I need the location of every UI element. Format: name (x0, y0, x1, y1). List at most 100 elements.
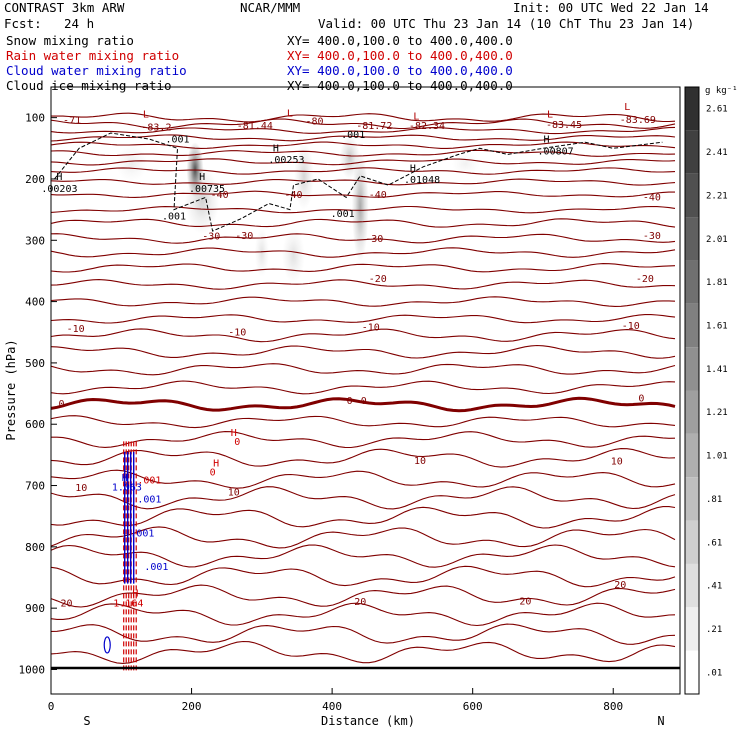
snow-core-2 (351, 151, 369, 262)
temperature-contour-layer (51, 112, 676, 664)
colorbar-level-11: .41 (706, 582, 722, 592)
colorbar-level-2: 2.21 (706, 191, 728, 201)
contour-label-21: -10 (622, 321, 640, 332)
temperature-contour-2 (51, 126, 676, 135)
contour-label-27: 10 (228, 487, 240, 498)
extremum-label-29: .001 (130, 528, 154, 539)
colorbar-swatch-13 (685, 650, 699, 694)
extremum-label-2: L (413, 111, 419, 122)
contour-label-19: -10 (228, 327, 246, 338)
contour-label-18: -10 (67, 324, 85, 335)
contour-label-0: -71 (63, 116, 81, 127)
colorbar-swatch-5 (685, 303, 699, 348)
rain-cloud-water-column (103, 441, 137, 673)
field-name-cloud-water: Cloud water mixing ratio (6, 63, 187, 78)
extremum-label-0: L (143, 110, 149, 121)
y-tick-label-3: 400 (25, 296, 45, 309)
contour-label-12: -30 (202, 232, 220, 243)
contour-label-8: -40 (211, 190, 229, 201)
x-tick-label-2: 400 (322, 700, 342, 713)
extremum-label-1: L (287, 108, 293, 119)
cloud-water-blob (103, 636, 111, 654)
forecast-label: Fcst: (4, 16, 42, 31)
extremum-label-30: .001 (144, 562, 168, 573)
snow-core-4 (294, 142, 314, 210)
contour-label-1: -83.2 (141, 122, 171, 133)
contour-label-5: -82.34 (409, 121, 445, 132)
extremum-label-19: H (231, 428, 237, 439)
temperature-contour-18 (51, 328, 676, 343)
y-tick-label-1: 200 (25, 173, 45, 186)
temperature-contour-15 (51, 279, 676, 290)
temperature-contour-35 (51, 640, 676, 664)
colorbar-level-13: .01 (706, 668, 722, 678)
colorbar-swatch-0 (685, 87, 699, 131)
temperature-contour-8 (51, 178, 676, 186)
plot-frame (50, 86, 681, 695)
contour-label-13: -30 (235, 231, 253, 242)
temperature-contour-12 (51, 233, 676, 244)
colorbar-level-6: 1.41 (706, 365, 728, 375)
temperature-contour-6 (51, 158, 676, 166)
forecast-hours: 24 h (64, 16, 94, 31)
extremum-label-5: H (56, 172, 62, 183)
x-axis-right-end-label: N (657, 714, 664, 728)
temperature-contour-19 (51, 344, 676, 359)
figure-title: CONTRAST 3km ARW (4, 0, 125, 15)
extremum-label-12: .01048 (404, 175, 440, 186)
extremum-label-3: L (547, 110, 553, 121)
model-center: NCAR/MMM (240, 0, 300, 15)
extremum-label-18: .001 (331, 209, 355, 220)
field-legend: Snow mixing ratio XY= 400.0,100.0 to 400… (6, 33, 513, 93)
y-tick-label-7: 800 (25, 541, 45, 554)
x-axis-left-end-label: S (83, 714, 90, 728)
extremum-label-22: 0 (210, 468, 216, 479)
contour-label-33: 20 (614, 580, 626, 591)
contour-label-9: -40 (284, 190, 302, 201)
extremum-label-27: .001 (137, 476, 161, 487)
extremum-label-17: .001 (162, 211, 186, 222)
colorbar-swatch-7 (685, 390, 699, 434)
colorbar-frame (684, 86, 700, 695)
contour-label-24: 0 (361, 396, 367, 407)
valid-time: Valid: 00 UTC Thu 23 Jan 14 (10 ChT Thu … (318, 16, 694, 31)
temperature-contour-20 (51, 363, 676, 376)
snow-core-7 (116, 145, 148, 183)
y-tick-label-4: 500 (25, 357, 45, 370)
temperature-contour-7 (51, 167, 676, 175)
extremum-label-14: .00807 (538, 146, 574, 157)
colorbar: g kg⁻¹ 2.61 2.41 2.21 2.01 1.81 1.61 1.41 1.21 1… (684, 86, 738, 695)
temperature-contour-14 (51, 263, 676, 273)
temperature-contour-27 (51, 486, 676, 510)
extremum-label-15: .001 (165, 135, 189, 146)
contour-label-25: 0 (638, 393, 644, 404)
extremum-label-16: .001 (341, 130, 365, 141)
temperature-contour-22 (51, 396, 676, 413)
field-xy-snow: XY= 400.0,100.0 to 400.0,400.0 (287, 33, 513, 48)
contour-label-26: 10 (75, 483, 87, 494)
contour-label-7: -83.69 (620, 115, 656, 126)
colorbar-swatch-11 (685, 563, 699, 608)
contour-label-11: -40 (643, 192, 661, 203)
colorbar-level-1: 2.41 (706, 148, 728, 158)
x-axis: Distance (km) S N 0 200 400 600 800 (48, 688, 665, 728)
contour-label-20: -10 (362, 322, 380, 333)
extrema-label-layer: L L L LLH.00203H.00735H.00253H.01048H.00807… (41, 102, 630, 609)
colorbar-swatch-10 (685, 520, 699, 564)
field-xy-cloud-ice: XY= 400.0,100.0 to 400.0,400.0 (287, 78, 513, 93)
temperature-contour-25 (51, 448, 676, 468)
colorbar-unit: g kg⁻¹ (705, 86, 738, 96)
x-tick-label-4: 800 (603, 700, 623, 713)
colorbar-level-9: .81 (706, 495, 722, 505)
x-tick-label-1: 200 (182, 700, 202, 713)
y-tick-label-6: 700 (25, 480, 45, 493)
temperature-contour-34 (51, 623, 676, 645)
contour-label-16: -20 (369, 274, 387, 285)
y-axis: Pressure (hPa) 100 200 300 400 500 600 700 800 9… (4, 112, 57, 676)
extremum-label-23: H (122, 473, 128, 484)
contour-label-31: 20 (354, 597, 366, 608)
colorbar-swatch-9 (685, 477, 699, 521)
colorbar-swatch-12 (685, 607, 699, 651)
snow-core-5 (282, 228, 305, 284)
